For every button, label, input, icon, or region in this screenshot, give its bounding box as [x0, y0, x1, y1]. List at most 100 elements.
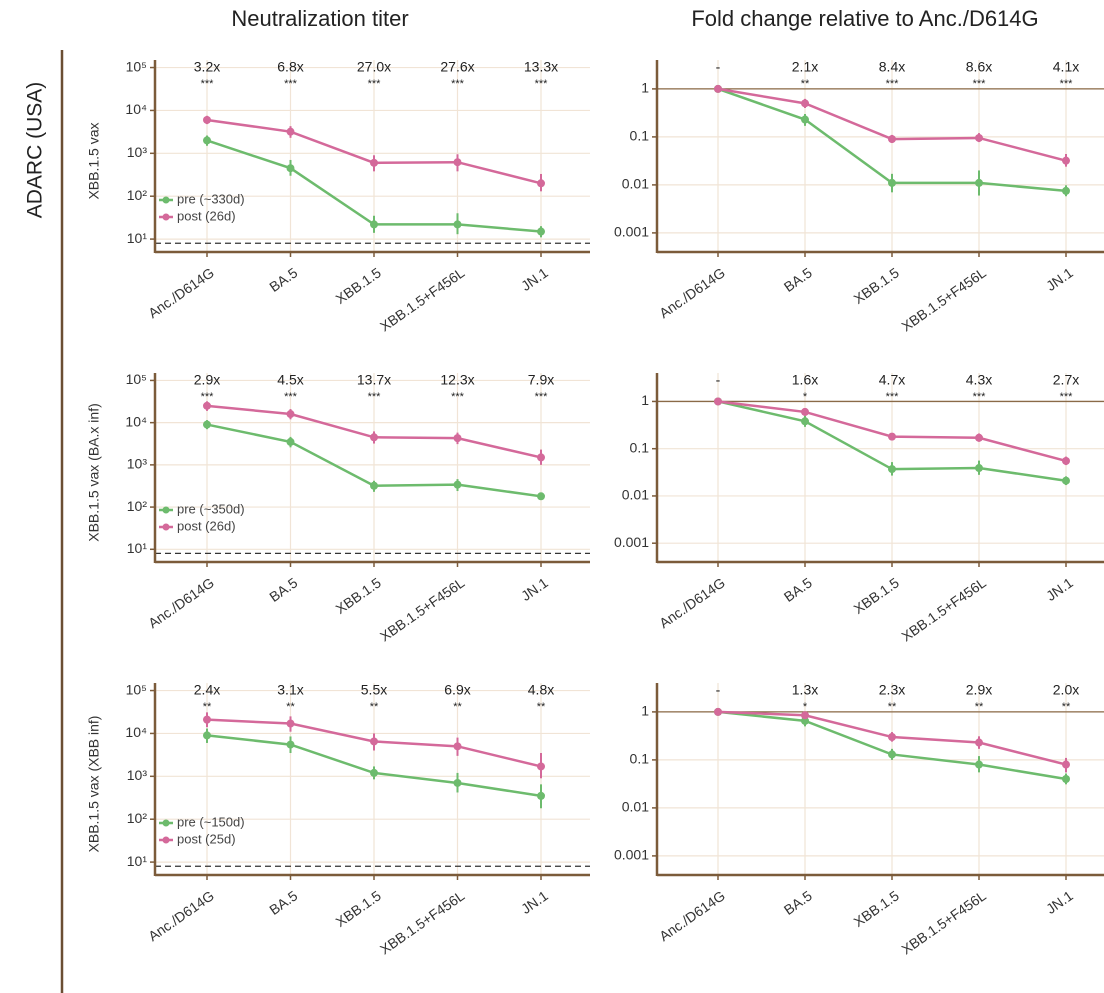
significance-stars: ***	[201, 391, 215, 403]
x-tick-label: BA.5	[781, 574, 815, 605]
x-tick-label: XBB.1.5	[333, 887, 384, 930]
point	[286, 719, 295, 728]
fold-change-label: 2.7x	[1053, 372, 1079, 388]
significance-stars: ***	[368, 78, 382, 90]
point	[537, 453, 545, 462]
point	[888, 750, 896, 759]
point	[888, 178, 896, 187]
legend-label: pre (~150d)	[177, 814, 245, 829]
column-title: Neutralization titer	[231, 6, 408, 31]
significance-stars: ***	[284, 78, 298, 90]
significance-stars: ***	[451, 391, 465, 403]
significance-stars: ***	[973, 391, 987, 403]
point	[888, 432, 896, 441]
x-tick-label: XBB.1.5+F456L	[377, 887, 468, 957]
y-tick-label: 0.001	[614, 534, 649, 550]
significance-stars: **	[537, 701, 546, 713]
significance-stars: **	[453, 701, 462, 713]
fold-change-label: 6.9x	[444, 682, 470, 698]
point	[286, 164, 295, 173]
point	[975, 133, 983, 142]
significance-stars: **	[286, 701, 295, 713]
significance-stars: ***	[451, 78, 465, 90]
point	[975, 738, 983, 747]
fold-change-label: 4.8x	[528, 682, 554, 698]
significance-stars: ***	[368, 391, 382, 403]
panel: 0.001 0.01 0.1 1 Anc./D614G BA.5 XBB.1.5XBB.1.…	[614, 682, 1104, 957]
x-tick-label: XBB.1.5	[851, 887, 902, 930]
significance-stars: ***	[535, 78, 549, 90]
point	[203, 401, 211, 410]
y-tick-label: 0.1	[630, 751, 650, 767]
fold-change-label: 27.6x	[440, 59, 474, 75]
point	[714, 84, 722, 93]
significance-stars: **	[203, 701, 212, 713]
fold-change-label: -	[716, 59, 721, 75]
fold-change-label: 2.9x	[966, 682, 992, 698]
point	[203, 731, 211, 740]
point	[975, 433, 983, 442]
y-tick-label: 10⁵	[126, 681, 147, 697]
x-tick-label: XBB.1.5+F456L	[377, 574, 468, 644]
point	[203, 136, 211, 145]
significance-stars: ***	[284, 391, 298, 403]
x-tick-label: JN.1	[1043, 264, 1076, 294]
y-tick-label: 10³	[127, 456, 148, 472]
point	[370, 158, 378, 167]
significance-stars: ***	[1060, 391, 1074, 403]
point	[537, 492, 545, 501]
y-tick-label: 10²	[127, 498, 148, 514]
point	[203, 715, 211, 724]
fold-change-label: 2.4x	[194, 682, 220, 698]
point	[801, 711, 809, 720]
y-axis-label: XBB.1.5 vax (XBB inf)	[86, 716, 102, 853]
legend-label: post (26d)	[177, 208, 236, 223]
y-tick-label: 10³	[127, 144, 148, 160]
y-tick-label: 10⁴	[125, 724, 147, 740]
point	[801, 407, 809, 416]
y-tick-label: 0.001	[614, 847, 649, 863]
point	[537, 179, 545, 188]
fold-change-label: 27.0x	[357, 59, 391, 75]
point	[1062, 476, 1070, 485]
point	[370, 768, 378, 777]
significance-stars: *	[803, 701, 808, 713]
x-tick-label: XBB.1.5+F456L	[898, 264, 989, 334]
point	[801, 716, 809, 725]
fold-change-label: -	[716, 372, 721, 388]
point	[370, 737, 378, 746]
fold-change-label: 3.2x	[194, 59, 220, 75]
fold-change-label: 4.7x	[879, 372, 905, 388]
legend-label: pre (~350d)	[177, 501, 245, 516]
legend-swatch-point	[162, 523, 170, 531]
point	[537, 791, 545, 800]
x-tick-label: JN.1	[518, 574, 551, 604]
fold-change-label: 2.3x	[879, 682, 905, 698]
fold-change-label: 4.3x	[966, 372, 992, 388]
fold-change-label: 2.1x	[792, 59, 818, 75]
x-tick-label: Anc./D614G	[656, 887, 728, 944]
point	[975, 464, 983, 473]
point	[537, 227, 545, 236]
point	[370, 433, 378, 442]
y-tick-label: 10⁴	[125, 413, 147, 429]
y-tick-label: 1	[641, 392, 649, 408]
point	[453, 220, 462, 229]
significance-stars: **	[370, 701, 379, 713]
point	[453, 434, 462, 443]
x-tick-label: XBB.1.5	[333, 264, 384, 307]
point	[888, 732, 896, 741]
point	[1062, 456, 1070, 465]
y-tick-label: 10⁵	[126, 58, 147, 74]
point	[286, 127, 295, 136]
point	[1062, 760, 1070, 769]
row-label: ADARC (USA)	[24, 82, 47, 219]
fold-change-label: 13.3x	[524, 59, 558, 75]
fold-change-label: 12.3x	[440, 372, 474, 388]
point	[801, 99, 809, 108]
y-tick-label: 0.01	[622, 799, 649, 815]
x-tick-label: XBB.1.5+F456L	[898, 887, 989, 957]
legend-label: post (25d)	[177, 831, 236, 846]
